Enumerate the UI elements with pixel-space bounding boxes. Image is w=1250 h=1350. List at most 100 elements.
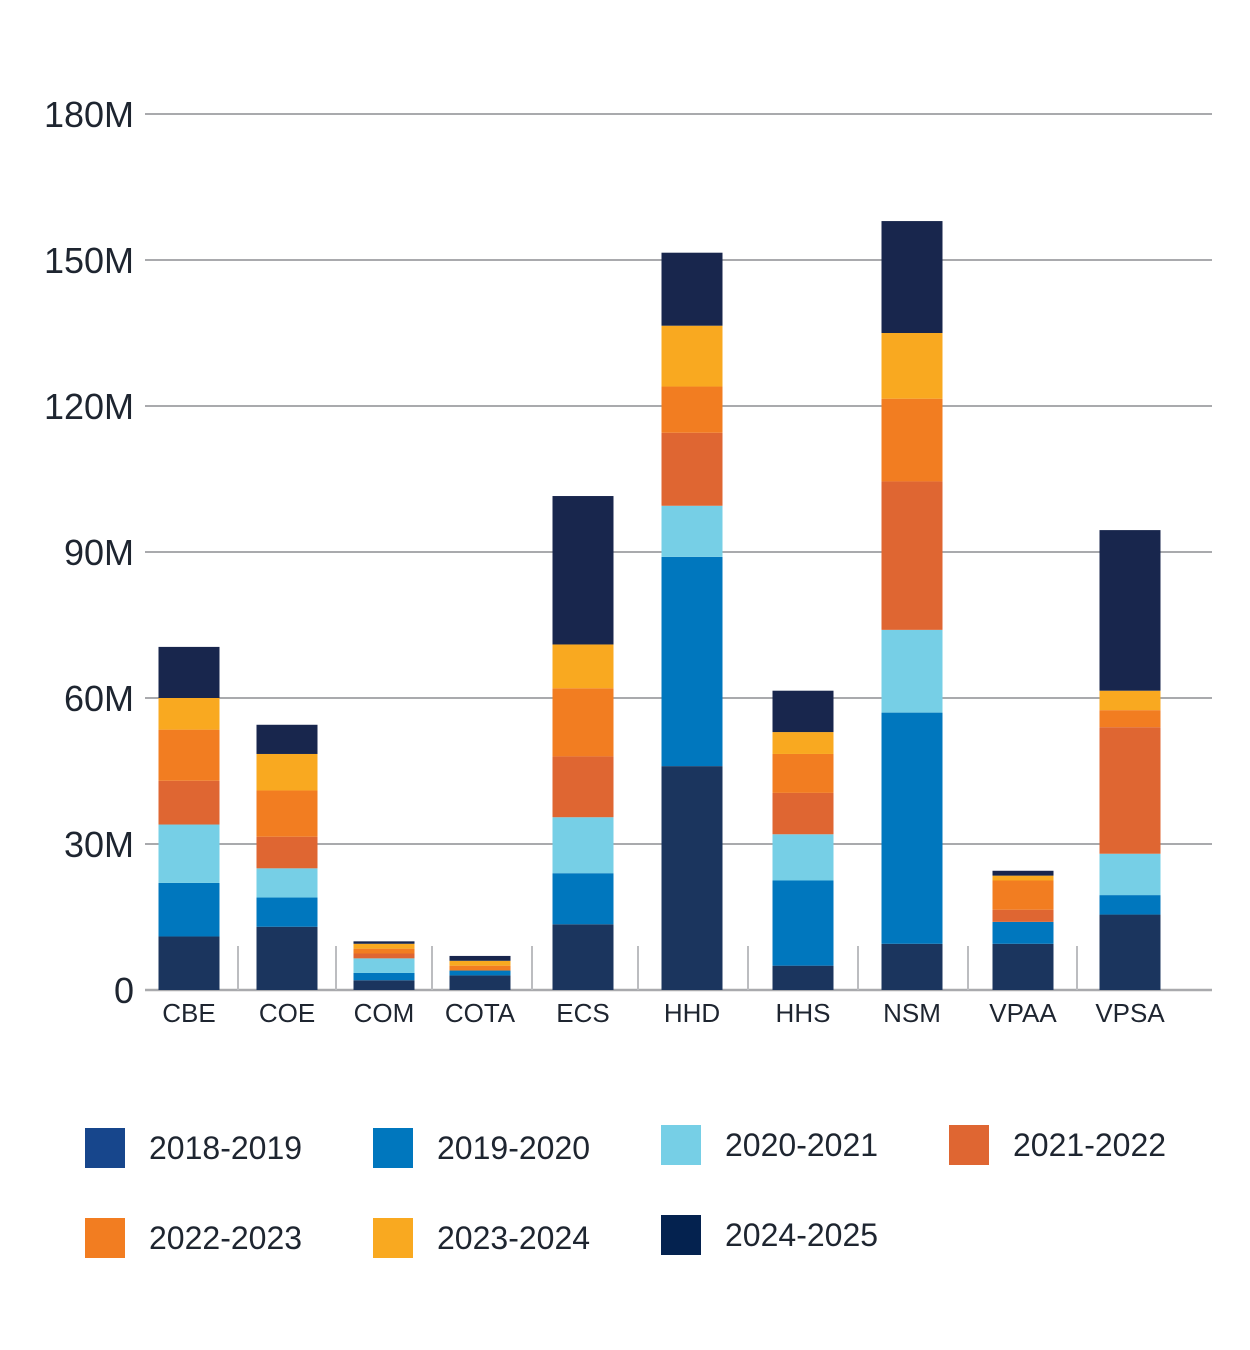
bar-segment-ecs-2021-2022	[552, 756, 614, 818]
bar-segment-coe-2023-2024	[256, 753, 318, 791]
bar-segment-com-2024-2025	[353, 941, 415, 944]
bar-segment-com-2020-2021	[353, 958, 415, 973]
legend-label: 2024-2025	[725, 1216, 879, 1253]
legend-label: 2018-2019	[149, 1129, 303, 1166]
bar-segment-coe-2021-2022	[256, 836, 318, 869]
bar-segment-coe-2020-2021	[256, 868, 318, 898]
x-tick-label: VPSA	[1095, 998, 1165, 1028]
bar-segment-hhs-2023-2024	[772, 732, 834, 754]
bar-segment-hhs-2021-2022	[772, 792, 834, 835]
x-tick-label: ECS	[556, 998, 609, 1028]
bar-segment-com-2022-2023	[353, 948, 415, 954]
bar-segment-nsm-2024-2025	[881, 221, 943, 333]
legend-swatch	[373, 1128, 413, 1168]
bar-segment-hhs-2018-2019	[772, 965, 834, 990]
bar-segment-hhs-2024-2025	[772, 690, 834, 733]
legend-swatch	[85, 1218, 125, 1258]
bar-segment-ecs-2018-2019	[552, 924, 614, 990]
bar-segment-vpsa-2022-2023	[1099, 710, 1161, 728]
bar-segment-hhs-2022-2023	[772, 753, 834, 793]
bar-segment-nsm-2018-2019	[881, 943, 943, 990]
bar-segment-vpaa-2021-2022	[992, 909, 1054, 922]
bar-segment-cbe-2022-2023	[158, 729, 220, 781]
y-tick-label: 0	[114, 970, 134, 1011]
bar-segment-cbe-2019-2020	[158, 882, 220, 937]
legend-item: 2023-2024	[373, 1208, 590, 1268]
bar-segment-hhd-2020-2021	[661, 505, 723, 557]
bar-segment-cbe-2021-2022	[158, 780, 220, 825]
bar-segment-com-2023-2024	[353, 943, 415, 949]
x-tick-label: COTA	[445, 998, 516, 1028]
bar-segment-vpsa-2019-2020	[1099, 895, 1161, 915]
bar-segment-cota-2022-2023	[449, 965, 511, 971]
y-tick-label: 180M	[44, 94, 134, 135]
bar-segment-vpsa-2023-2024	[1099, 690, 1161, 711]
legend-item: 2019-2020	[373, 1118, 590, 1178]
bar-segment-vpaa-2018-2019	[992, 943, 1054, 990]
bar-segment-coe-2018-2019	[256, 926, 318, 990]
x-tick-label: COE	[259, 998, 315, 1028]
legend-label: 2020-2021	[725, 1126, 879, 1163]
bar-segment-vpaa-2024-2025	[992, 870, 1054, 876]
y-tick-label: 120M	[44, 386, 134, 427]
x-tick-label: NSM	[883, 998, 941, 1028]
bar-segment-coe-2024-2025	[256, 724, 318, 754]
bar-segment-hhd-2024-2025	[661, 252, 723, 326]
legend-swatch	[661, 1215, 701, 1255]
legend-item: 2024-2025	[661, 1205, 878, 1265]
bars	[158, 221, 1161, 990]
x-tick-label: COM	[354, 998, 415, 1028]
bar-segment-nsm-2022-2023	[881, 398, 943, 482]
legend-label: 2019-2020	[437, 1129, 591, 1166]
legend-label: 2022-2023	[149, 1219, 303, 1256]
legend-swatch	[85, 1128, 125, 1168]
bar-segment-cota-2019-2020	[449, 970, 511, 976]
bar-segment-cbe-2018-2019	[158, 936, 220, 990]
bar-segment-coe-2019-2020	[256, 897, 318, 927]
bar-segment-hhs-2020-2021	[772, 834, 834, 881]
legend-label: 2021-2022	[1013, 1126, 1167, 1163]
bar-segment-ecs-2024-2025	[552, 496, 614, 645]
bar-segment-cota-2018-2019	[449, 975, 511, 990]
bar-segment-nsm-2021-2022	[881, 481, 943, 630]
bar-segment-hhd-2022-2023	[661, 386, 723, 433]
bar-segment-vpaa-2022-2023	[992, 880, 1054, 910]
bar-segment-vpsa-2021-2022	[1099, 727, 1161, 854]
bar-segment-vpaa-2019-2020	[992, 921, 1054, 944]
x-tick-label: HHD	[664, 998, 720, 1028]
bar-segment-vpaa-2023-2024	[992, 875, 1054, 881]
legend-item: 2021-2022	[949, 1115, 1166, 1175]
bar-segment-cbe-2023-2024	[158, 698, 220, 730]
y-tick-label: 60M	[64, 678, 134, 719]
bar-segment-cbe-2024-2025	[158, 646, 220, 698]
bar-segment-hhs-2019-2020	[772, 880, 834, 966]
bar-segment-ecs-2019-2020	[552, 873, 614, 925]
legend-item: 2022-2023	[85, 1208, 302, 1268]
bar-segment-ecs-2023-2024	[552, 644, 614, 689]
bar-segment-nsm-2023-2024	[881, 333, 943, 399]
y-tick-label: 90M	[64, 532, 134, 573]
bar-segment-hhd-2019-2020	[661, 556, 723, 767]
bar-segment-com-2021-2022	[353, 953, 415, 959]
y-tick-label: 150M	[44, 240, 134, 281]
bar-segment-hhd-2018-2019	[661, 766, 723, 990]
bar-segment-vpsa-2018-2019	[1099, 914, 1161, 990]
x-axis-ticks: CBE COE COM COTA ECS HHD HHS NSM VPAA VPSA	[162, 998, 1165, 1028]
bar-segment-hhd-2021-2022	[661, 432, 723, 506]
bar-segment-cota-2023-2024	[449, 960, 511, 966]
legend-swatch	[661, 1125, 701, 1165]
stacked-bar-chart: 0 30M 60M 90M 120M 150M 180M CBE COE COM COTA ECS H…	[44, 94, 1212, 1028]
legend-swatch	[373, 1218, 413, 1258]
category-separators	[237, 946, 1078, 990]
x-tick-label: VPAA	[989, 998, 1057, 1028]
legend-item: 2020-2021	[661, 1115, 878, 1175]
legend-swatch	[949, 1125, 989, 1165]
bar-segment-vpsa-2024-2025	[1099, 530, 1161, 691]
y-axis-ticks: 0 30M 60M 90M 120M 150M 180M	[44, 94, 134, 1011]
bar-segment-ecs-2020-2021	[552, 817, 614, 874]
bar-segment-coe-2022-2023	[256, 790, 318, 837]
bar-segment-nsm-2019-2020	[881, 712, 943, 944]
x-tick-label: CBE	[162, 998, 215, 1028]
legend-label: 2023-2024	[437, 1219, 591, 1256]
bar-segment-vpsa-2020-2021	[1099, 853, 1161, 896]
